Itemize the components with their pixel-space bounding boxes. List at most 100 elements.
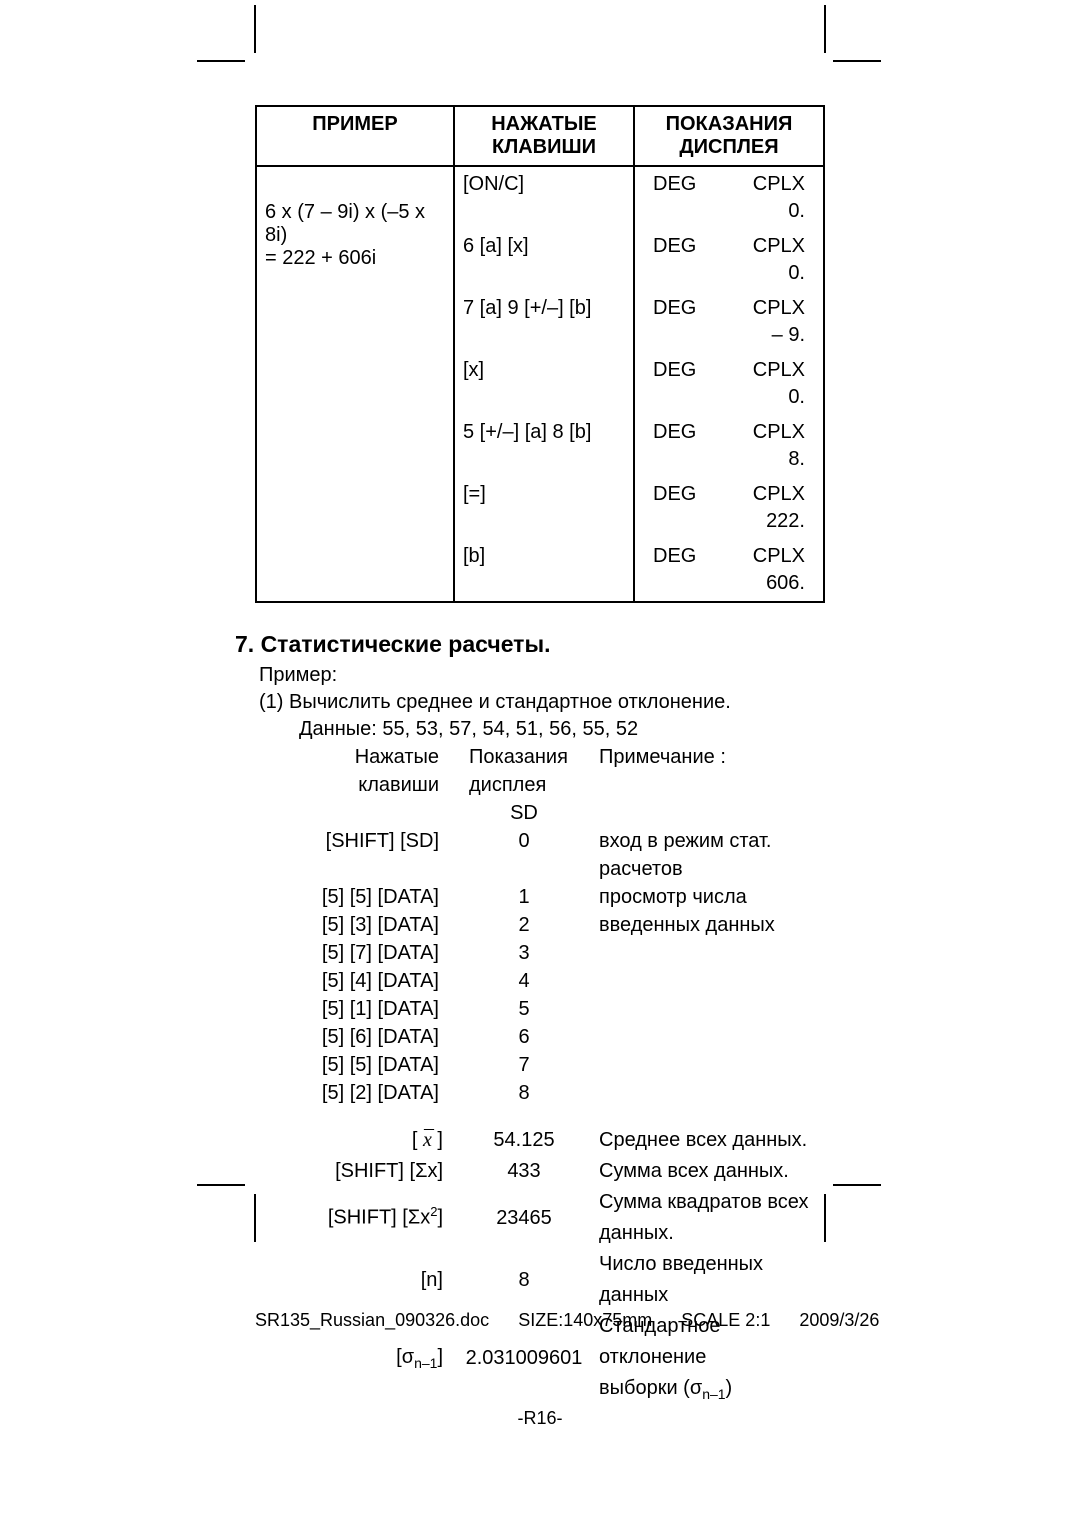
crop-mark: [824, 5, 826, 53]
disp-val: – 9.: [772, 324, 809, 347]
data-list: Данные: 55, 53, 57, 54, 51, 56, 55, 52: [299, 716, 825, 743]
disp-mode: DEG: [649, 297, 696, 320]
stat-disp: 5: [459, 995, 589, 1023]
disp-cplx: CPLX: [753, 483, 809, 506]
stat-disp: 2.031009601: [459, 1343, 589, 1374]
disp-mode: DEG: [649, 545, 696, 568]
page-content: ПРИМЕР НАЖАТЫЕ КЛАВИШИ ПОКАЗАНИЯ ДИСПЛЕЯ…: [255, 105, 825, 1429]
col-header-display: ПОКАЗАНИЯ ДИСПЛЕЯ: [634, 106, 824, 166]
col-header-example: ПРИМЕР: [256, 106, 454, 166]
stat-key: [5] [5] [DATA]: [299, 1051, 459, 1079]
table-display-cell: DEG CPLX – 9.: [634, 291, 824, 353]
stat-note: введенных данных: [589, 911, 825, 939]
stat-disp: 1: [459, 883, 589, 911]
stat-note: [589, 1051, 825, 1079]
disp-cplx: CPLX: [753, 173, 809, 196]
table-display-cell: DEG CPLX 606.: [634, 539, 824, 602]
stat-disp: 23465: [459, 1203, 589, 1234]
stat-disp: 54.125: [459, 1125, 589, 1156]
crop-mark: [197, 60, 245, 62]
disp-cplx: CPLX: [753, 421, 809, 444]
stat-note: Число введенных данных: [589, 1249, 825, 1311]
stat-note: Среднее всех данных.: [589, 1125, 825, 1156]
stat-disp: 433: [459, 1156, 589, 1187]
table-display-cell: DEG CPLX 222.: [634, 477, 824, 539]
disp-val: 8.: [788, 448, 809, 471]
example-label: Пример:: [259, 662, 825, 689]
crop-mark: [833, 60, 881, 62]
crop-mark: [254, 5, 256, 53]
stat-result-table: [ x ] 54.125 Среднее всех данных. [SHIFT…: [299, 1125, 825, 1406]
stat-note: Сумма квадратов всех данных.: [589, 1187, 825, 1249]
disp-mode: DEG: [649, 173, 696, 196]
table-key: [ON/C]: [454, 166, 634, 229]
disp-val: 222.: [766, 510, 809, 533]
stat-key: [5] [6] [DATA]: [299, 1023, 459, 1051]
table-key: [=]: [454, 477, 634, 539]
disp-cplx: CPLX: [753, 297, 809, 320]
footer-date: 2009/3/26: [799, 1310, 879, 1330]
disp-mode: DEG: [649, 421, 696, 444]
stat-disp: 8: [459, 1079, 589, 1107]
col-label: дисплея: [459, 771, 589, 799]
disp-cplx: CPLX: [753, 235, 809, 258]
stat-note-line2: выборки (σn–1): [599, 1377, 732, 1399]
col-label: Показания: [459, 743, 589, 771]
footer-file: SR135_Russian_090326.doc: [255, 1310, 489, 1330]
stat-key: [5] [1] [DATA]: [299, 995, 459, 1023]
disp-mode: DEG: [649, 235, 696, 258]
stat-disp: 8: [459, 1265, 589, 1296]
stat-key: [5] [4] [DATA]: [299, 967, 459, 995]
stat-key: [SHIFT] [SD]: [299, 827, 459, 883]
stat-note: просмотр числа: [589, 883, 825, 911]
crop-mark: [197, 1184, 245, 1186]
disp-cplx: CPLX: [753, 545, 809, 568]
stat-disp: 4: [459, 967, 589, 995]
disp-cplx: CPLX: [753, 359, 809, 382]
col-label: клавиши: [299, 771, 459, 799]
disp-val: 0.: [788, 386, 809, 409]
disp-val: 606.: [766, 572, 809, 595]
stat-note: [589, 967, 825, 995]
stat-key: [5] [3] [DATA]: [299, 911, 459, 939]
stat-key: [SHIFT] [Σx2]: [299, 1202, 459, 1234]
example-desc: (1) Вычислить среднее и стандартное откл…: [259, 689, 825, 716]
table-key: 6 [a] [x]: [454, 229, 634, 291]
stat-note: Сумма всех данных.: [589, 1156, 825, 1187]
page-number: -R16-: [255, 1408, 825, 1429]
table-key: 5 [+/–] [a] 8 [b]: [454, 415, 634, 477]
section-heading: 7. Статистические расчеты.: [235, 631, 825, 658]
table-key: [b]: [454, 539, 634, 602]
table-display-cell: DEG CPLX 0.: [634, 353, 824, 415]
stat-note: [589, 995, 825, 1023]
table-key: [x]: [454, 353, 634, 415]
crop-mark: [833, 1184, 881, 1186]
stat-key: [n]: [299, 1265, 459, 1296]
stat-disp: 3: [459, 939, 589, 967]
stat-key: [5] [7] [DATA]: [299, 939, 459, 967]
disp-mode: DEG: [649, 483, 696, 506]
sd-label: SD: [459, 799, 589, 827]
stat-key: [SHIFT] [Σx]: [299, 1156, 459, 1187]
disp-val: 0.: [788, 200, 809, 223]
stat-disp: 0: [459, 827, 589, 883]
table-key: 7 [a] 9 [+/–] [b]: [454, 291, 634, 353]
stat-disp: 6: [459, 1023, 589, 1051]
disp-val: 0.: [788, 262, 809, 285]
example-expr-2: = 222 + 606i: [265, 247, 445, 270]
col-label: Примечание :: [589, 743, 825, 771]
disp-mode: DEG: [649, 359, 696, 382]
col-header-keys: НАЖАТЫЕ КЛАВИШИ: [454, 106, 634, 166]
footer-size: SIZE:140x75mm: [518, 1310, 652, 1330]
table-display-cell: DEG CPLX 0.: [634, 166, 824, 229]
stat-note: вход в режим стат. расчетов: [589, 827, 825, 883]
stat-key: [5] [2] [DATA]: [299, 1079, 459, 1107]
footer: SR135_Russian_090326.doc SIZE:140x75mm S…: [255, 1310, 955, 1331]
example-expr-1: 6 x (7 – 9i) x (–5 x 8i): [265, 201, 445, 247]
stat-note: [589, 939, 825, 967]
stat-key: [σn–1]: [299, 1342, 459, 1375]
col-label: Нажатые: [299, 743, 459, 771]
stat-disp: 2: [459, 911, 589, 939]
footer-scale: SCALE 2:1: [681, 1310, 770, 1330]
table-display-cell: DEG CPLX 8.: [634, 415, 824, 477]
